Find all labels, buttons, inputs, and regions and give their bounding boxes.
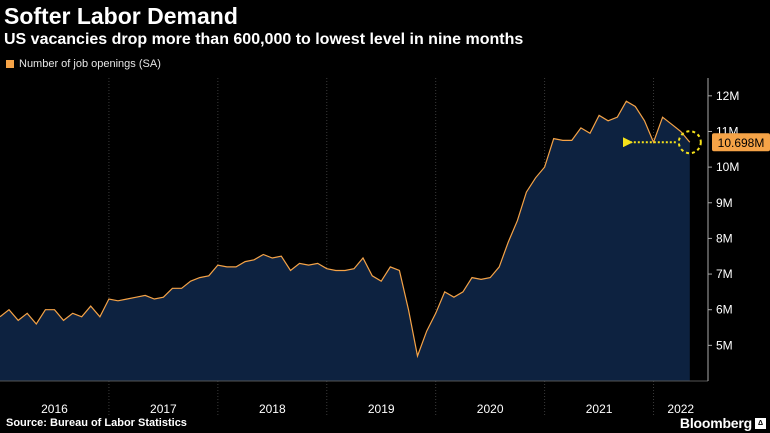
legend-label: Number of job openings (SA) <box>19 58 161 70</box>
chart-subtitle: US vacancies drop more than 600,000 to l… <box>4 31 524 48</box>
y-tick-label: 10M <box>716 160 739 174</box>
source-note: Source: Bureau of Labor Statistics <box>6 417 187 429</box>
series-line <box>0 100 691 359</box>
value-badge <box>712 133 770 152</box>
x-tick-label: 2017 <box>150 402 177 416</box>
x-tick-label: 2020 <box>477 402 504 416</box>
y-tick-label: 12M <box>716 89 739 103</box>
chart-title: Softer Labor Demand <box>4 3 238 29</box>
y-tick-label: 5M <box>716 338 733 352</box>
x-tick-label: 2018 <box>259 402 286 416</box>
y-tick-label: 6M <box>716 303 733 317</box>
x-tick-label: 2022 <box>667 402 694 416</box>
x-tick-label: 2016 <box>41 402 68 416</box>
y-tick-label: 8M <box>716 231 733 245</box>
series-area <box>0 101 690 381</box>
legend-swatch <box>6 60 14 68</box>
x-tick-label: 2021 <box>586 402 613 416</box>
brand-mark-icon: Δ <box>755 418 766 429</box>
value-badge-label: 10.698M <box>718 136 765 150</box>
callout-circle <box>677 130 702 155</box>
chart-legend: Number of job openings (SA) <box>6 58 161 70</box>
x-tick-label: 2019 <box>368 402 395 416</box>
y-tick-label: 7M <box>716 267 733 281</box>
y-tick-label: 9M <box>716 196 733 210</box>
bloomberg-logo: Bloomberg <box>679 415 752 431</box>
